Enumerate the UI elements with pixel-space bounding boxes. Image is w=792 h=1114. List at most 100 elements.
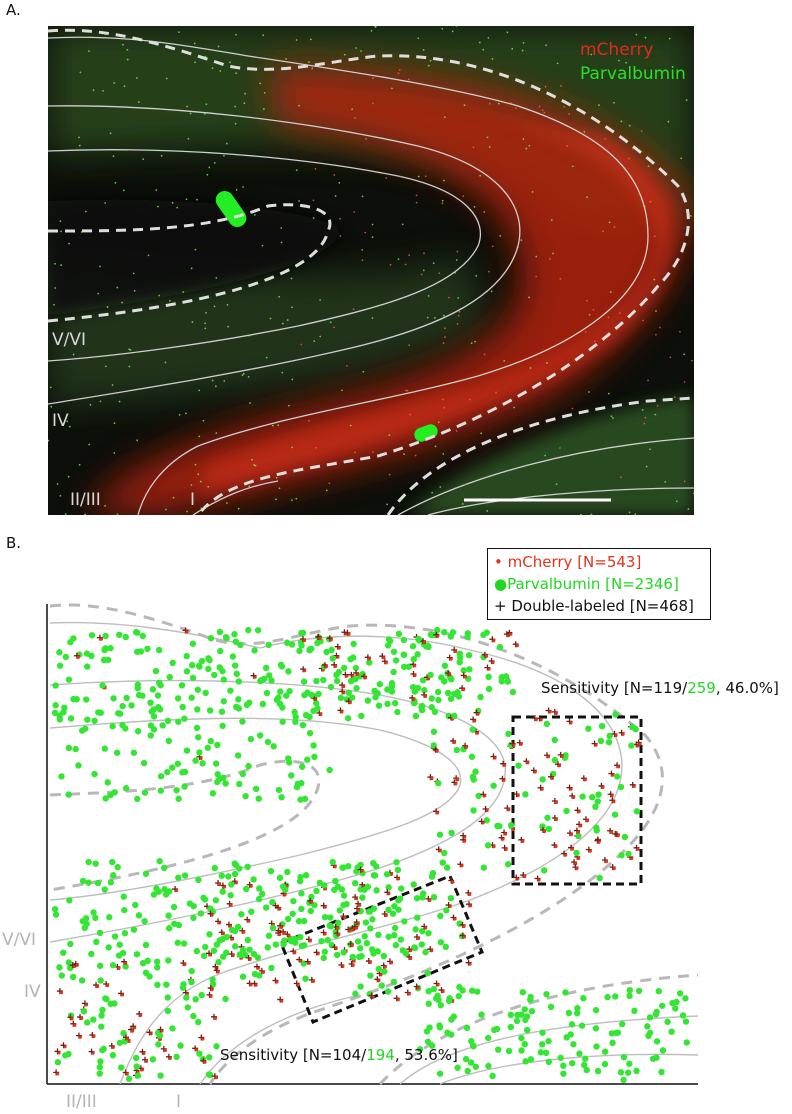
parvalbumin-marker bbox=[238, 911, 245, 918]
parvalbumin-marker bbox=[192, 996, 199, 1003]
parvalbumin-marker bbox=[489, 1072, 496, 1080]
parvalbumin-marker bbox=[147, 699, 154, 706]
parvalbumin-marker bbox=[294, 780, 301, 788]
mcherry-marker bbox=[453, 917, 457, 921]
mcherry-punctum bbox=[656, 405, 659, 407]
mcherry-marker bbox=[577, 856, 581, 860]
parvalbumin-punctum bbox=[362, 370, 365, 373]
parvalbumin-marker bbox=[298, 763, 306, 770]
parvalbumin-marker bbox=[436, 831, 444, 838]
mcherry-punctum bbox=[333, 174, 336, 176]
parvalbumin-punctum bbox=[431, 491, 434, 494]
parvalbumin-marker bbox=[333, 671, 340, 679]
parvalbumin-punctum bbox=[84, 210, 87, 213]
parvalbumin-marker bbox=[227, 687, 234, 694]
parvalbumin-marker bbox=[593, 827, 600, 834]
parvalbumin-punctum bbox=[204, 55, 207, 58]
mcherry-marker bbox=[278, 932, 282, 937]
parvalbumin-marker bbox=[518, 1047, 525, 1054]
parvalbumin-marker bbox=[441, 662, 449, 669]
mcherry-marker bbox=[612, 867, 616, 871]
parvalbumin-punctum bbox=[529, 367, 532, 369]
parvalbumin-punctum bbox=[215, 432, 218, 434]
parvalbumin-marker bbox=[139, 632, 146, 640]
parvalbumin-punctum bbox=[685, 99, 688, 101]
parvalbumin-marker bbox=[370, 872, 378, 879]
mcherry-marker bbox=[409, 949, 413, 953]
parvalbumin-marker bbox=[592, 1006, 600, 1014]
mcherry-marker bbox=[454, 782, 458, 786]
parvalbumin-punctum bbox=[522, 138, 525, 140]
parvalbumin-punctum bbox=[234, 122, 237, 125]
parvalbumin-marker bbox=[594, 798, 601, 805]
cell-map-svg bbox=[46, 603, 699, 1086]
parvalbumin-punctum bbox=[341, 389, 343, 392]
parvalbumin-punctum bbox=[89, 403, 92, 406]
micrograph-panel: mCherry Parvalbumin V/VI IV II/III I bbox=[48, 26, 694, 515]
parvalbumin-marker bbox=[496, 643, 504, 651]
mcherry-marker bbox=[515, 644, 519, 648]
mcherry-marker bbox=[314, 697, 318, 702]
parvalbumin-marker bbox=[611, 811, 619, 818]
parvalbumin-marker bbox=[399, 947, 407, 954]
parvalbumin-marker bbox=[364, 883, 372, 891]
parvalbumin-marker bbox=[425, 988, 432, 995]
mcherry-punctum bbox=[541, 109, 544, 112]
mcherry-marker bbox=[426, 677, 431, 681]
legend-parvalbumin-name: Parvalbumin bbox=[507, 575, 601, 593]
parvalbumin-marker bbox=[394, 866, 402, 874]
dashed-boundary bbox=[48, 28, 690, 515]
parvalbumin-punctum bbox=[641, 409, 644, 411]
mcherry-marker bbox=[142, 1051, 146, 1055]
mcherry-punctum bbox=[559, 447, 561, 449]
parvalbumin-marker bbox=[655, 988, 662, 995]
parvalbumin-punctum bbox=[400, 498, 403, 501]
parvalbumin-marker bbox=[467, 1059, 475, 1066]
sensitivity-bottom-prefix: Sensitivity [N=104/ bbox=[220, 1046, 367, 1064]
legend-mcherry-name: mCherry bbox=[507, 553, 573, 571]
parvalbumin-marker bbox=[234, 752, 242, 759]
parvalbumin-marker bbox=[120, 893, 127, 900]
parvalbumin-marker bbox=[310, 707, 317, 715]
parvalbumin-punctum bbox=[278, 295, 281, 298]
mcherry-marker bbox=[523, 874, 527, 879]
mcherry-marker bbox=[534, 717, 538, 722]
parvalbumin-marker bbox=[302, 872, 310, 879]
parvalbumin-marker bbox=[410, 656, 417, 663]
parvalbumin-marker bbox=[236, 865, 243, 872]
parvalbumin-punctum bbox=[520, 239, 523, 242]
mcherry-punctum bbox=[361, 259, 364, 262]
mcherry-marker bbox=[537, 878, 541, 882]
mcherry-marker bbox=[481, 821, 485, 825]
parvalbumin-punctum bbox=[525, 147, 528, 150]
parvalbumin-punctum bbox=[434, 316, 436, 319]
parvalbumin-marker bbox=[113, 749, 121, 756]
parvalbumin-marker bbox=[435, 696, 442, 704]
parvalbumin-marker bbox=[96, 1063, 104, 1071]
parvalbumin-marker bbox=[186, 900, 194, 907]
parvalbumin-punctum bbox=[535, 255, 538, 258]
parvalbumin-marker bbox=[366, 659, 373, 666]
parvalbumin-marker bbox=[219, 667, 226, 675]
mcherry-marker bbox=[95, 984, 100, 989]
parvalbumin-marker bbox=[116, 710, 124, 717]
parvalbumin-marker bbox=[107, 879, 115, 886]
parvalbumin-marker bbox=[424, 969, 431, 977]
mcherry-punctum bbox=[643, 422, 646, 425]
parvalbumin-marker bbox=[311, 902, 318, 909]
parvalbumin-punctum bbox=[225, 142, 228, 145]
mcherry-marker bbox=[149, 1032, 153, 1036]
parvalbumin-marker bbox=[209, 981, 217, 988]
mcherry-marker bbox=[464, 745, 469, 749]
mcherry-marker bbox=[441, 989, 445, 994]
parvalbumin-punctum bbox=[113, 422, 116, 425]
mcherry-marker bbox=[504, 847, 508, 851]
parvalbumin-marker bbox=[357, 983, 364, 990]
parvalbumin-marker bbox=[242, 792, 249, 800]
parvalbumin-marker bbox=[628, 742, 635, 749]
parvalbumin-marker bbox=[215, 959, 222, 966]
parvalbumin-marker bbox=[659, 1002, 666, 1009]
parvalbumin-marker bbox=[219, 935, 226, 943]
parvalbumin-punctum bbox=[59, 494, 62, 497]
mcherry-marker bbox=[127, 1039, 131, 1044]
